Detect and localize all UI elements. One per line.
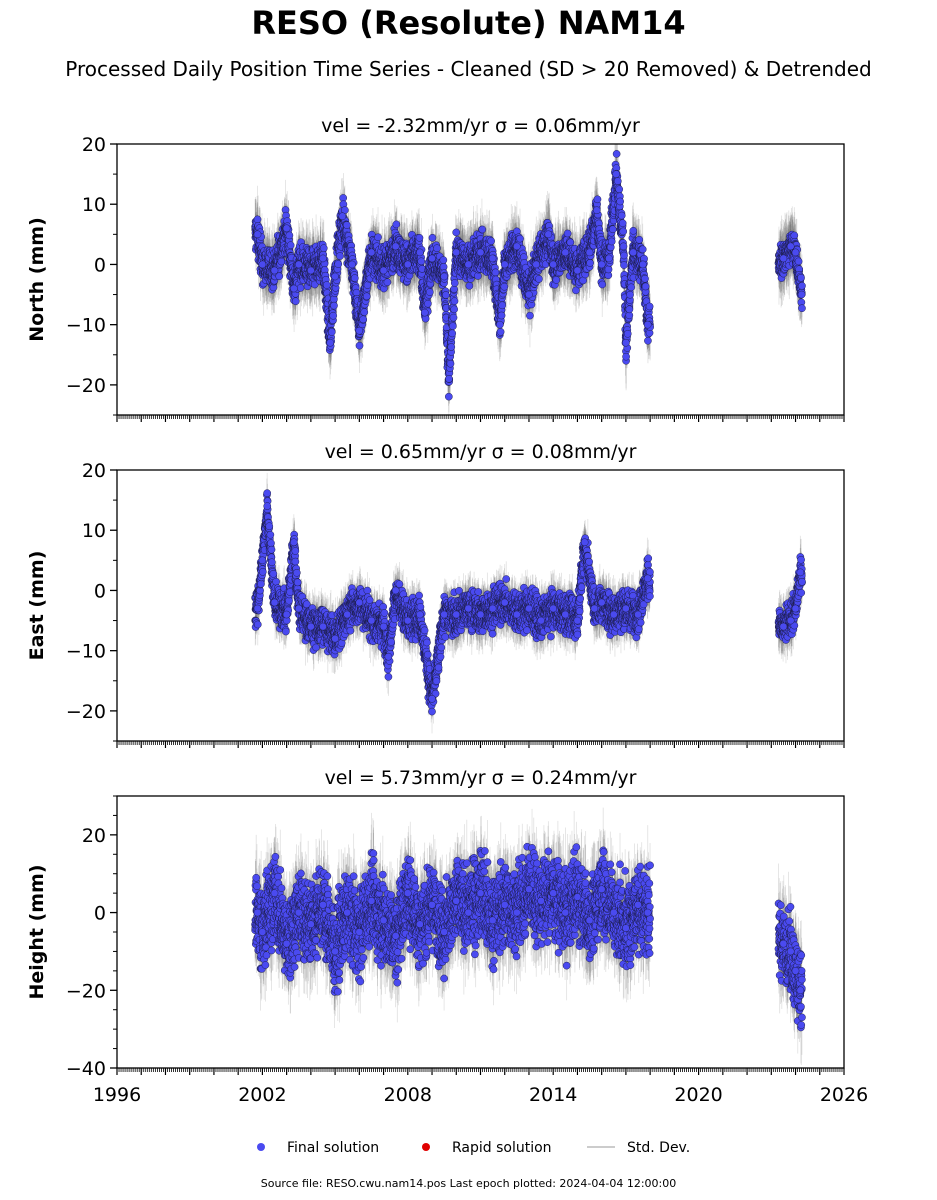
data-point: [327, 328, 336, 336]
data-point: [275, 272, 284, 281]
data-point: [296, 284, 305, 292]
data-point: [355, 341, 364, 350]
data-point: [286, 241, 295, 250]
data-point: [277, 257, 286, 266]
data-point: [319, 244, 328, 252]
page-title: RESO (Resolute) NAM14: [0, 4, 937, 42]
data-point: [330, 301, 338, 310]
data-point: [291, 297, 300, 306]
data-point: [322, 281, 331, 289]
data-point: [350, 274, 359, 282]
data-point: [329, 311, 338, 320]
data-point: [285, 231, 294, 240]
data-point: [253, 215, 262, 224]
final-solution-points: [251, 150, 806, 401]
data-point: [334, 260, 343, 268]
page-subtitle: Processed Daily Position Time Series - C…: [0, 57, 937, 81]
data-point: [336, 252, 344, 260]
data-point: [343, 221, 351, 229]
